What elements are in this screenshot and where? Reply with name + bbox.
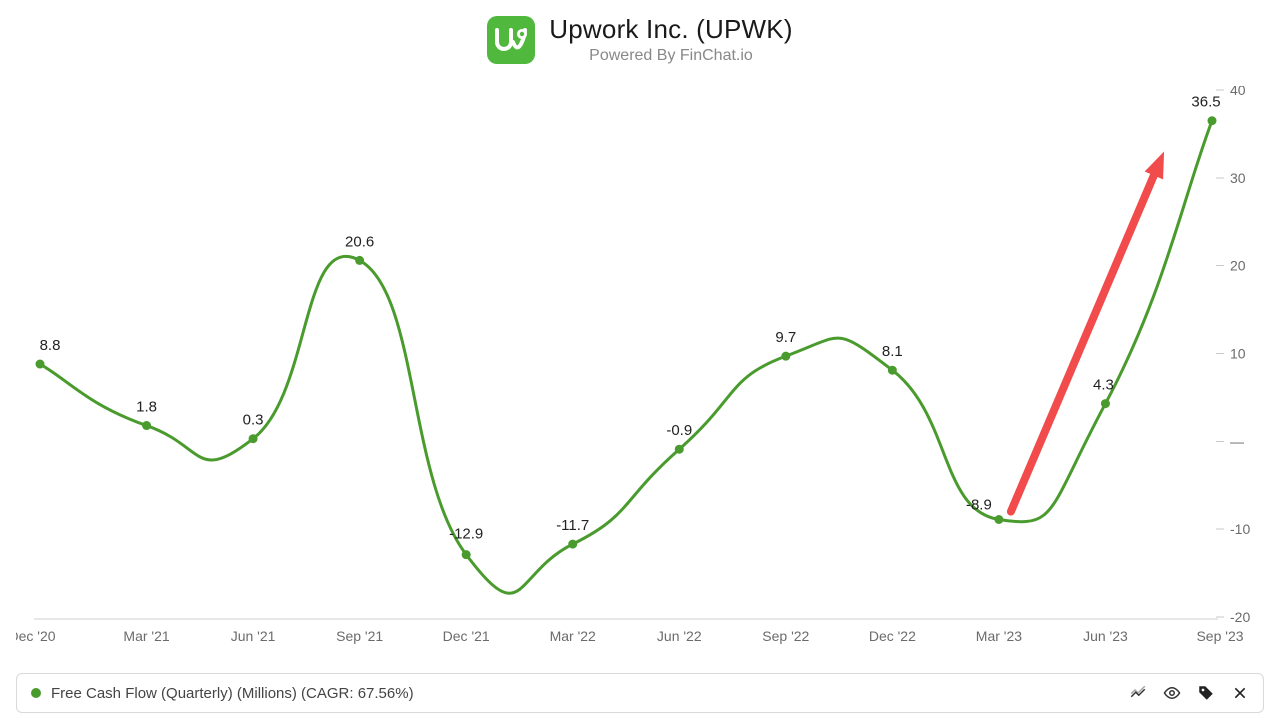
legend-series-dot (31, 688, 41, 698)
legend-icon-group (1129, 684, 1249, 702)
trend-icon[interactable] (1129, 684, 1147, 702)
svg-text:-20: -20 (1230, 609, 1250, 625)
svg-text:Dec '22: Dec '22 (869, 628, 916, 644)
svg-text:8.8: 8.8 (40, 337, 61, 354)
svg-text:36.5: 36.5 (1191, 94, 1220, 111)
svg-text:-11.7: -11.7 (556, 517, 589, 534)
svg-text:-8.9: -8.9 (966, 497, 992, 514)
svg-text:9.7: 9.7 (775, 329, 796, 346)
title-block: Upwork Inc. (UPWK) Powered By FinChat.io (549, 14, 792, 65)
chart-title: Upwork Inc. (UPWK) (549, 14, 792, 45)
svg-text:Dec '20: Dec '20 (16, 628, 56, 644)
eye-icon[interactable] (1163, 684, 1181, 702)
svg-text:Mar '21: Mar '21 (123, 628, 169, 644)
company-logo (487, 16, 535, 64)
svg-text:Sep '22: Sep '22 (762, 628, 809, 644)
chart-area: -20 -10 — 10 20 30 40 Dec '20 Mar '21 Jun '21 Sep … (16, 86, 1264, 655)
chart-header: Upwork Inc. (UPWK) Powered By FinChat.io (0, 0, 1280, 65)
svg-text:1.8: 1.8 (136, 399, 157, 416)
svg-text:Jun '21: Jun '21 (231, 628, 276, 644)
svg-text:Jun '23: Jun '23 (1083, 628, 1128, 644)
close-icon[interactable] (1231, 684, 1249, 702)
svg-text:0.3: 0.3 (243, 412, 264, 429)
svg-text:Mar '22: Mar '22 (550, 628, 596, 644)
svg-text:Mar '23: Mar '23 (976, 628, 1022, 644)
legend-bar: Free Cash Flow (Quarterly) (Millions) (C… (16, 673, 1264, 713)
svg-text:Dec '21: Dec '21 (443, 628, 490, 644)
svg-text:40: 40 (1230, 86, 1246, 98)
svg-text:10: 10 (1230, 346, 1246, 362)
svg-text:20.6: 20.6 (345, 233, 374, 250)
svg-text:-10: -10 (1230, 521, 1250, 537)
svg-text:4.3: 4.3 (1093, 377, 1114, 394)
svg-text:Jun '22: Jun '22 (657, 628, 702, 644)
svg-text:Sep '21: Sep '21 (336, 628, 383, 644)
legend-series-label: Free Cash Flow (Quarterly) (Millions) (C… (51, 685, 1119, 702)
svg-text:Sep '23: Sep '23 (1196, 628, 1243, 644)
svg-text:-0.9: -0.9 (666, 422, 692, 439)
line-chart-svg: -20 -10 — 10 20 30 40 Dec '20 Mar '21 Jun '21 Sep … (16, 86, 1264, 655)
chart-subtitle: Powered By FinChat.io (549, 47, 792, 65)
svg-text:8.1: 8.1 (882, 343, 903, 360)
svg-text:—: — (1230, 433, 1244, 449)
svg-text:-12.9: -12.9 (449, 526, 483, 543)
svg-text:30: 30 (1230, 170, 1246, 186)
svg-text:20: 20 (1230, 258, 1246, 274)
tag-icon[interactable] (1197, 684, 1215, 702)
